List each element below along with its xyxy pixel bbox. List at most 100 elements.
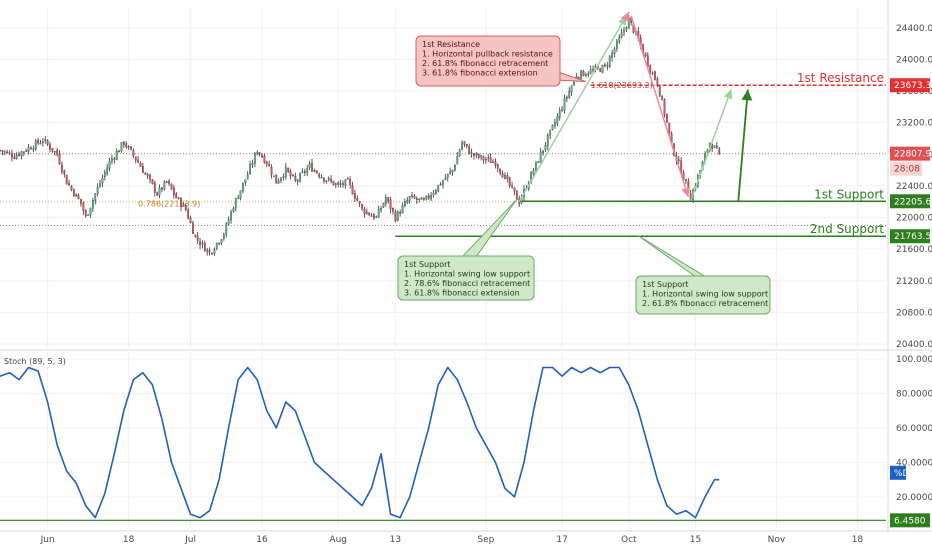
time-tick-label: 18 <box>852 535 864 545</box>
candle-body <box>313 170 316 172</box>
candle-body <box>111 158 113 162</box>
candle-body <box>13 157 16 159</box>
candle-body <box>330 178 332 182</box>
resistance-price-badge: 23673.3 <box>890 78 931 93</box>
candle-body <box>20 151 23 157</box>
support-callout-left-line: 1st Support <box>404 260 451 269</box>
candle-body <box>72 189 75 196</box>
candle-body <box>258 152 261 155</box>
candle-body <box>492 161 494 163</box>
candle-body <box>349 178 352 185</box>
candle-body <box>127 146 130 149</box>
candle-body <box>296 179 299 182</box>
candle-body <box>346 178 349 180</box>
candle-body <box>339 183 342 185</box>
candle-body <box>242 182 244 192</box>
candle-body <box>175 193 178 199</box>
candle-body <box>44 139 47 141</box>
candle-body <box>46 140 49 145</box>
time-tick-label: Jun <box>40 535 55 545</box>
candle-body <box>458 149 461 157</box>
support-1-price-badge-text: 22205.6 <box>894 197 931 207</box>
candle-body <box>501 173 504 178</box>
candle-body <box>425 195 428 200</box>
candle-body <box>139 163 142 167</box>
candle-body <box>332 180 335 186</box>
candle-body <box>51 147 54 152</box>
candle-body <box>396 211 399 221</box>
candle-body <box>463 141 466 145</box>
candle-body <box>41 141 44 143</box>
candle-body <box>11 153 13 158</box>
candle-body <box>118 150 120 153</box>
candle-body <box>137 159 140 163</box>
candle-body <box>261 155 263 158</box>
candle-body <box>468 146 471 155</box>
candle-body <box>482 156 485 161</box>
candle-body <box>449 171 452 174</box>
candle-body <box>432 192 435 196</box>
time-tick-label: Oct <box>621 535 637 545</box>
candle-body <box>77 194 80 200</box>
candle-body <box>451 169 454 173</box>
time-tick-label: 15 <box>690 535 701 545</box>
candle-body <box>82 202 85 211</box>
candle-body <box>306 168 309 174</box>
candle-body <box>437 184 440 192</box>
peak-arrow <box>620 11 630 23</box>
candle-body <box>234 198 237 209</box>
candle-body <box>606 65 609 67</box>
candle-body <box>153 183 156 193</box>
candle-body <box>251 163 254 166</box>
candle-body <box>434 190 437 194</box>
candle-body <box>170 183 173 190</box>
candle-body <box>718 148 721 154</box>
candle-body <box>399 211 402 214</box>
candle-body <box>489 157 492 163</box>
candle-body <box>334 183 337 185</box>
candle-body <box>577 77 580 79</box>
candle-body <box>496 164 499 169</box>
time-tick-label: Sep <box>477 535 494 545</box>
candle-body <box>387 197 390 201</box>
time-tick-label: 16 <box>256 535 268 545</box>
candle-body <box>361 204 363 209</box>
candle-body <box>454 164 456 171</box>
candle-body <box>685 179 687 181</box>
candle-body <box>511 185 513 187</box>
candle-body <box>280 177 282 182</box>
candle-body <box>301 171 304 173</box>
candle-body <box>27 147 30 152</box>
candle-body <box>565 96 568 99</box>
candle-body <box>323 177 325 182</box>
candle-body <box>318 173 321 177</box>
candle-body <box>337 182 340 185</box>
retrace-leg-arrow <box>630 15 690 198</box>
candle-body <box>342 183 344 185</box>
candle-body <box>89 207 92 216</box>
last-price-badge-bg <box>890 146 930 161</box>
candle-body <box>373 214 375 219</box>
candle-body <box>172 187 175 195</box>
stoch-tick-label: 20.0000 <box>896 493 932 503</box>
candle-body <box>53 151 56 153</box>
candle-body <box>537 161 540 163</box>
candle-body <box>658 86 661 97</box>
candle-body <box>427 195 430 199</box>
candle-body <box>582 71 585 77</box>
candle-body <box>604 64 606 67</box>
candle-body <box>303 171 306 173</box>
candle-body <box>91 200 94 209</box>
support-callout-left-line: 2. 78.6% fibonacci retracement <box>404 279 530 288</box>
stoch-current-badge-bg <box>890 465 906 480</box>
candle-body <box>227 219 230 225</box>
candle-body <box>99 183 101 187</box>
resistance-callout-line: 3. 61.8% fibonacci extension <box>422 69 538 78</box>
candle-body <box>56 150 59 155</box>
candle-body <box>63 170 66 175</box>
candle-body <box>568 90 571 98</box>
candle-body <box>253 153 256 164</box>
